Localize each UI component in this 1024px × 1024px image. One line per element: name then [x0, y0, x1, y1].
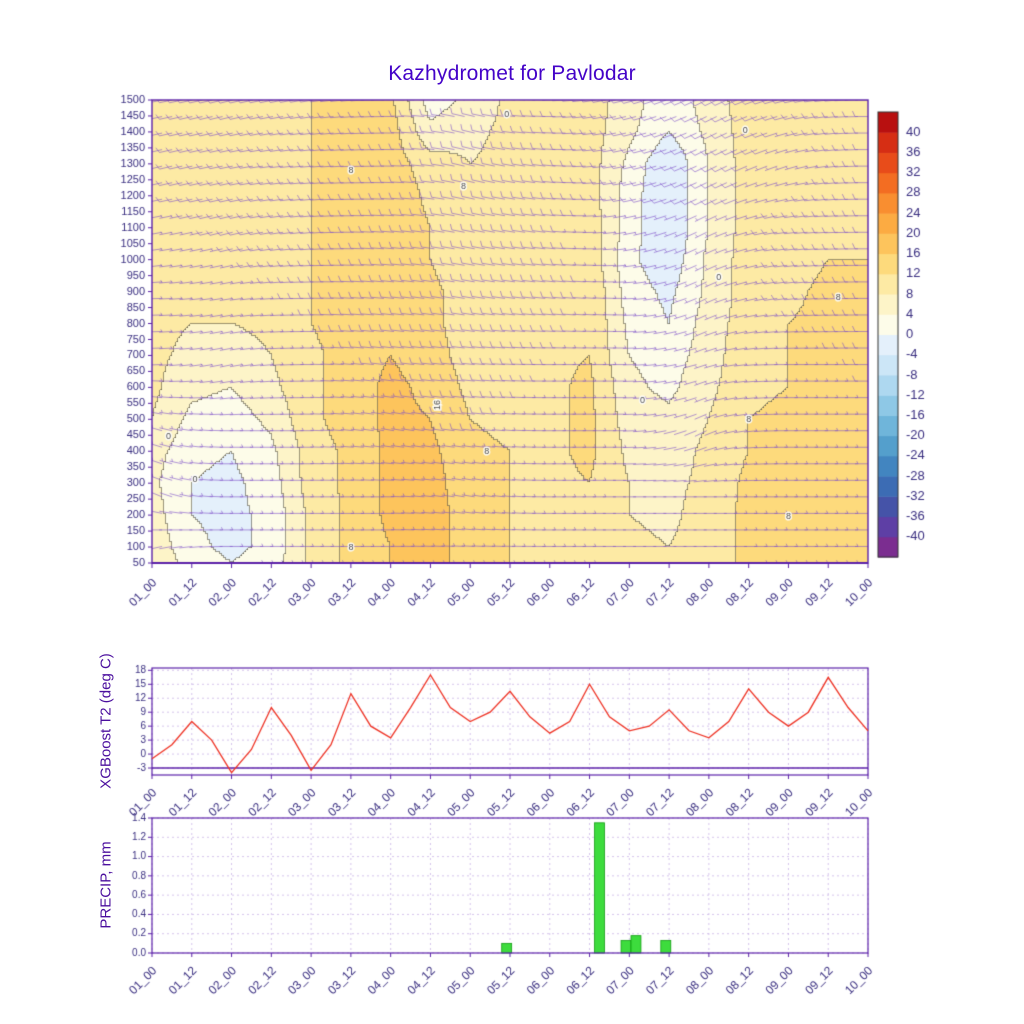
temperature-cross-section-chart [0, 88, 1024, 620]
page-title: Kazhydromet for Pavlodar [388, 62, 636, 85]
precip-bar-chart [0, 810, 1024, 1024]
t2-line-chart [0, 620, 1024, 832]
